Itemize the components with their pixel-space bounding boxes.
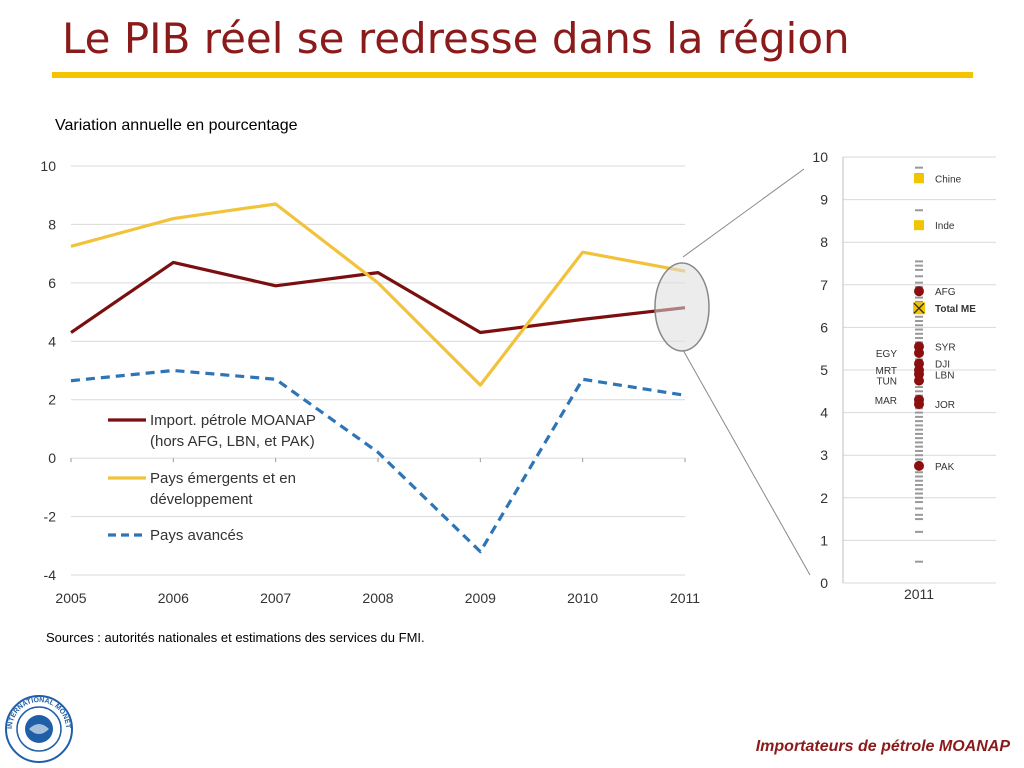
x-tick-label: 2011 <box>670 590 700 606</box>
x-tick-label: 2010 <box>567 590 598 606</box>
legend-label: Pays avancés <box>150 527 243 544</box>
point-label: DJI <box>935 360 950 371</box>
y-tick-label: -2 <box>44 509 57 525</box>
title-underline <box>52 72 973 78</box>
imf-logo-icon: INTERNATIONAL MONETARY FUND <box>4 694 73 763</box>
y-tick-label: 3 <box>820 447 828 463</box>
point-label: Total ME <box>935 304 976 315</box>
x-tick-label: 2005 <box>55 590 86 606</box>
zoom-connector <box>682 168 805 258</box>
point-label: TUN <box>876 377 897 388</box>
point-square <box>914 173 924 184</box>
y-tick-label: 2 <box>48 392 56 408</box>
point-label: JOR <box>935 400 955 411</box>
zoom-ellipse <box>654 262 710 352</box>
point-square <box>914 220 924 231</box>
point-label: AFG <box>935 287 956 298</box>
point-label: Chine <box>935 174 962 185</box>
y-tick-label: 2 <box>820 490 828 506</box>
y-tick-label: 10 <box>812 149 828 165</box>
footer-label: Importateurs de pétrole MOANAP <box>755 738 1010 755</box>
y-tick-label: 8 <box>820 234 828 250</box>
y-tick-label: 4 <box>820 405 828 421</box>
y-tick-label: -4 <box>44 567 57 583</box>
y-tick-label: 7 <box>820 277 828 293</box>
y-tick-label: 6 <box>820 319 828 335</box>
x-tick-label: 2009 <box>465 590 496 606</box>
point-label: LBN <box>935 370 954 381</box>
y-tick-label: 0 <box>48 450 56 466</box>
point-x-stroke <box>913 302 925 314</box>
y-tick-label: 0 <box>820 575 828 591</box>
legend-label: Import. pétrole MOANAP <box>150 412 316 429</box>
point-label: SYR <box>935 343 956 354</box>
point-circle <box>914 347 924 358</box>
y-tick-label: 1 <box>820 532 828 548</box>
y-tick-label: 5 <box>820 362 828 378</box>
series-line <box>70 202 686 387</box>
point-circle <box>914 460 924 471</box>
point-label: MRT <box>876 366 897 377</box>
x-tick-label: 2008 <box>362 590 393 606</box>
x-tick-label: 2011 <box>904 586 934 602</box>
x-tick-label: 2006 <box>158 590 189 606</box>
y-tick-label: 8 <box>48 216 56 232</box>
point-label: EGY <box>876 349 897 360</box>
page-title: Le PIB réel se redresse dans la région <box>62 14 850 63</box>
zoom-connector <box>682 349 811 576</box>
legend-label: développement <box>150 491 253 508</box>
y-tick-label: 10 <box>40 158 56 174</box>
series-line <box>70 260 686 335</box>
point-label: PAK <box>935 462 955 473</box>
chart-subtitle: Variation annuelle en pourcentage <box>55 117 298 134</box>
y-tick-label: 4 <box>48 333 56 349</box>
sources-note: Sources : autorités nationales et estima… <box>46 630 425 645</box>
point-circle <box>914 399 924 410</box>
point-circle <box>914 286 924 297</box>
legend-label: (hors AFG, LBN, et PAK) <box>150 433 315 450</box>
point-label: Inde <box>935 221 955 232</box>
point-label: MAR <box>875 396 897 407</box>
y-tick-label: 6 <box>48 275 56 291</box>
legend-label: Pays émergents et en <box>150 470 296 487</box>
point-circle <box>914 375 924 386</box>
y-tick-label: 9 <box>820 192 828 208</box>
x-tick-label: 2007 <box>260 590 291 606</box>
